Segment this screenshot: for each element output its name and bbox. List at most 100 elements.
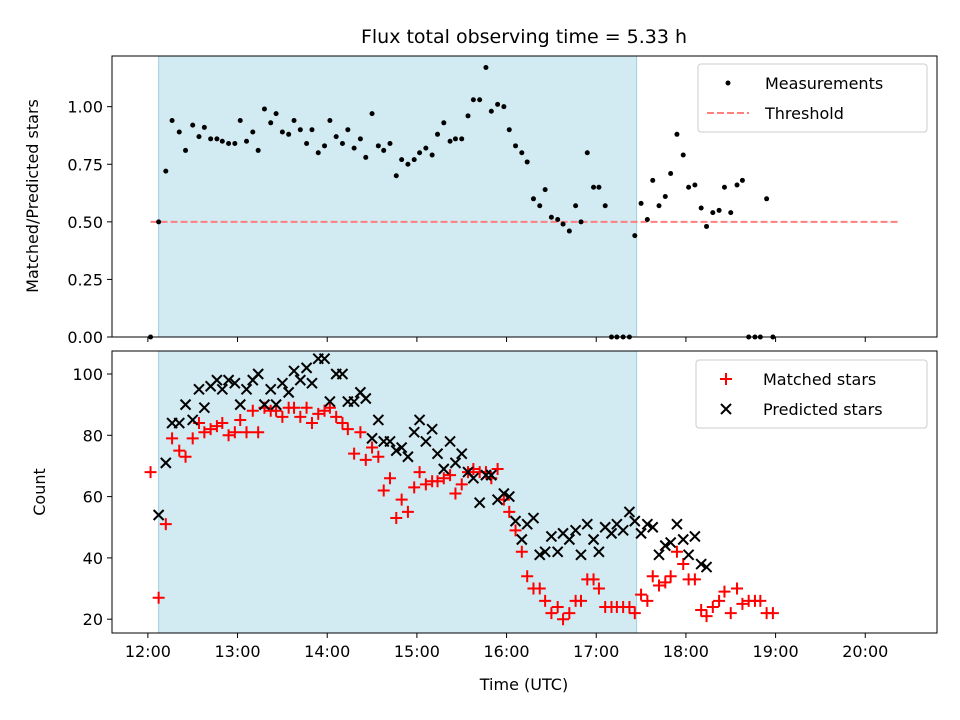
predicted-star-point xyxy=(318,352,331,365)
matched-star-point xyxy=(574,594,587,607)
measurement-point xyxy=(483,65,489,71)
bottom-legend-box xyxy=(695,359,928,429)
matched-star-point xyxy=(677,558,690,571)
bottom-x-axis-ticks: 12:00 13:00 14:00 15:00 16:00 17:00 18:00 19:00… xyxy=(125,633,888,661)
predicted-star-point xyxy=(641,518,654,530)
bottom-y-axis-ticks: 20 40 60 80 100 xyxy=(72,365,112,629)
matched-star-point xyxy=(216,417,229,430)
predicted-star-point xyxy=(647,521,659,533)
measurement-point xyxy=(297,127,303,133)
measurement-point xyxy=(704,223,710,229)
matched-star-point xyxy=(700,610,713,623)
measurement-point xyxy=(411,157,417,163)
measurement-point xyxy=(728,210,734,216)
predicted-star-point xyxy=(467,472,480,484)
predicted-star-point xyxy=(545,530,558,543)
predicted-star-point xyxy=(664,536,677,549)
legend-measurements-marker xyxy=(725,80,731,86)
measurement-point xyxy=(656,203,662,209)
measurement-point xyxy=(237,117,243,123)
matched-star-point xyxy=(366,441,379,454)
measurement-point xyxy=(214,136,220,142)
matched-star-point xyxy=(670,545,683,558)
matched-star-point xyxy=(587,573,600,586)
predicted-star-point xyxy=(682,549,695,561)
bottom-y-axis-label: Count xyxy=(30,468,49,516)
predicted-star-point xyxy=(575,549,587,561)
matched-star-point xyxy=(186,432,199,445)
predicted-star-point xyxy=(677,533,689,546)
measurement-point xyxy=(315,150,321,156)
predicted-star-point xyxy=(551,546,564,558)
measurement-point xyxy=(513,143,519,149)
measurement-point xyxy=(435,131,441,137)
matched-star-point xyxy=(646,570,659,583)
predicted-star-point xyxy=(671,518,683,530)
matched-star-point xyxy=(419,478,432,491)
top-y-tick-label: 1.00 xyxy=(67,98,103,117)
measurement-point xyxy=(662,194,668,199)
predicted-star-point xyxy=(438,463,450,475)
matched-star-point xyxy=(455,478,468,491)
matched-star-point xyxy=(653,579,666,592)
predicted-star-point xyxy=(444,435,456,448)
measurement-point xyxy=(232,141,238,147)
predicted-star-point xyxy=(276,377,289,389)
predicted-star-point xyxy=(395,441,408,454)
measurement-point xyxy=(268,120,274,126)
top-axes-frame xyxy=(111,55,938,338)
matched-star-point xyxy=(383,472,396,485)
bottom-y-tick-label: 100 xyxy=(72,365,103,384)
measurement-point xyxy=(477,97,483,103)
matched-star-point xyxy=(300,401,313,414)
measurement-point xyxy=(250,129,256,135)
measurement-point xyxy=(519,150,525,156)
measurement-point xyxy=(183,147,189,153)
matched-star-point xyxy=(497,493,510,506)
x-axis-label: Time (UTC) xyxy=(479,675,568,694)
measurement-point xyxy=(698,205,704,211)
predicted-star-point xyxy=(258,398,271,411)
measurement-point xyxy=(644,217,650,223)
measurement-point xyxy=(363,154,369,160)
matched-star-point xyxy=(198,426,211,439)
top-y-tick-label: 0.75 xyxy=(67,155,103,174)
top-y-axis-ticks: 0.00 0.25 0.50 0.75 1.00 xyxy=(67,98,112,347)
matched-star-point xyxy=(563,607,576,620)
predicted-star-point xyxy=(539,546,551,558)
measurement-point xyxy=(638,200,644,206)
matched-star-point xyxy=(641,594,654,607)
measurement-point xyxy=(244,138,250,144)
measurement-point xyxy=(345,127,351,133)
matched-star-point xyxy=(515,545,528,558)
predicted-star-point xyxy=(366,432,378,445)
predicted-star-point xyxy=(193,383,205,396)
matched-star-point xyxy=(766,607,779,620)
measurement-point xyxy=(674,131,680,137)
measurement-point xyxy=(692,182,698,188)
predicted-star-point xyxy=(473,497,486,509)
measurement-point xyxy=(381,147,387,153)
matched-star-point xyxy=(695,604,708,617)
bottom-panel: 20 40 60 80 100 12:00 13:00 14:00 15:00 16:00 17:… xyxy=(30,350,938,694)
matched-star-point xyxy=(503,505,516,518)
matched-star-point xyxy=(623,600,636,613)
matched-star-point xyxy=(234,413,247,426)
bottom-legend: Matched stars Predicted stars xyxy=(695,359,928,429)
predicted-star-point xyxy=(360,392,372,405)
predicted-star-point xyxy=(581,518,593,530)
measurement-point xyxy=(291,117,297,123)
measurement-point xyxy=(596,184,602,190)
predicted-star-point xyxy=(300,362,313,374)
measurement-point xyxy=(255,147,261,153)
measurement-point xyxy=(566,228,572,234)
measurement-point xyxy=(470,97,476,103)
predicted-star-point xyxy=(372,414,385,426)
predicted-star-point xyxy=(198,401,211,414)
predicted-star-point xyxy=(348,395,360,408)
measurement-point xyxy=(156,219,162,225)
matched-star-point xyxy=(449,487,462,500)
matched-star-point xyxy=(635,588,648,601)
bottom-axes-frame xyxy=(111,350,938,634)
predicted-star-point xyxy=(569,524,582,537)
